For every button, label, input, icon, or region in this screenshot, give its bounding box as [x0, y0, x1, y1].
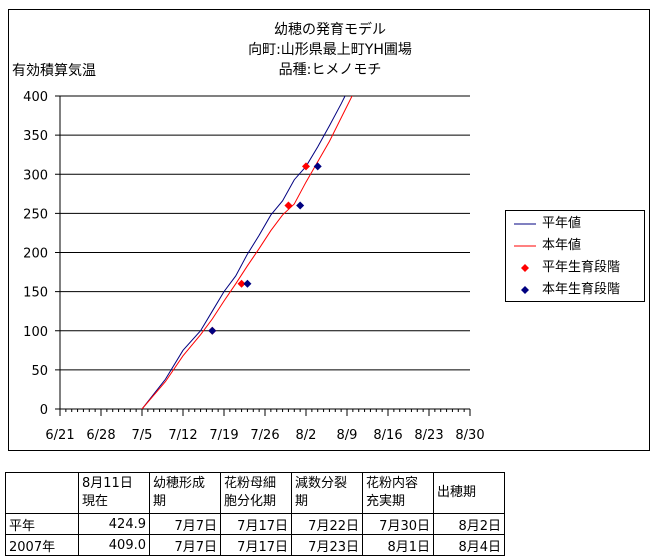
legend-label-current-stage: 本年生育段階 — [542, 282, 621, 297]
y-tick-label: 400 — [23, 90, 48, 105]
table-cell: 7月22日 — [291, 513, 363, 535]
table-cell: 8月1日 — [362, 534, 434, 556]
table-header-row: 8月11日 現在 幼穂形成期 花粉母細 胞分化期 減数分裂期 花粉内容 充実期 出穂期 — [5, 472, 505, 514]
chart-title-line-2: 向町:山形県最上町YH圃場 — [248, 42, 412, 58]
series-line-0 — [141, 96, 346, 409]
series-marker-3 — [243, 279, 252, 288]
chart-frame — [8, 9, 650, 451]
table-cell: 7月7日 — [149, 513, 221, 535]
table-cell: 7月17日 — [220, 513, 292, 535]
y-tick-label: 100 — [23, 325, 48, 340]
table-row: 平年 424.9 7月7日 7月17日 7月22日 7月30日 8月2日 — [5, 513, 505, 535]
table-header-cell — [5, 472, 79, 514]
legend-symbol-normal-line — [514, 223, 536, 225]
table-cell: 平年 — [5, 513, 79, 535]
y-axis-label: 有効積算気温 — [12, 63, 96, 79]
legend-item-normal-stage: 平年生育段階 — [510, 257, 644, 279]
series-marker-2 — [237, 279, 246, 288]
legend-item-current-line: 本年値 — [510, 235, 644, 257]
legend-item-normal-line: 平年値 — [510, 213, 644, 235]
legend-label-normal-stage: 平年生育段階 — [542, 260, 621, 275]
x-tick-label: 8/2 — [296, 428, 317, 443]
x-tick-label: 8/9 — [337, 428, 358, 443]
x-tick-label: 7/12 — [168, 428, 197, 443]
y-tick-label: 200 — [23, 247, 48, 262]
x-tick-label: 8/23 — [414, 428, 443, 443]
table-cell: 8月2日 — [433, 513, 505, 535]
chart-title-line-1: 幼穂の発育モデル — [274, 22, 386, 38]
table-row: 2007年 409.0 7月7日 7月17日 7月23日 8月1日 8月4日 — [5, 534, 505, 556]
legend-symbol-normal-stage — [521, 264, 529, 272]
legend-item-current-stage: 本年生育段階 — [510, 279, 644, 301]
y-tick-label: 50 — [31, 364, 48, 379]
table-cell: 424.9 — [78, 513, 150, 535]
y-tick-label: 150 — [23, 286, 48, 301]
legend-label-normal-line: 平年値 — [542, 216, 582, 231]
series-marker-2 — [302, 162, 310, 171]
table-cell: 7月30日 — [362, 513, 434, 535]
legend-symbol-current-stage — [521, 286, 529, 294]
y-tick-label: 250 — [23, 207, 48, 222]
y-tick-label: 350 — [23, 129, 48, 144]
table-cell: 8月4日 — [433, 534, 505, 556]
chart-plot: 0 50 100 150 200 250 300 350 400 6/21 6/28 7/5 7/12 7… — [23, 90, 484, 443]
x-tick-label: 7/26 — [250, 428, 279, 443]
chart-title-line-3: 品種:ヒメノモチ — [278, 62, 382, 78]
y-tick-label: 0 — [40, 403, 48, 418]
table-cell: 7月23日 — [291, 534, 363, 556]
series-marker-3 — [208, 326, 217, 335]
table-header-cell: 幼穂形成期 — [149, 472, 221, 514]
x-tick-label: 6/21 — [45, 428, 74, 443]
x-tick-label: 8/30 — [455, 428, 484, 443]
table-header-cell: 8月11日 現在 — [78, 472, 150, 514]
x-tick-label: 6/28 — [86, 428, 115, 443]
table-cell: 2007年 — [5, 534, 79, 556]
table-header-cell: 花粉母細 胞分化期 — [220, 472, 292, 514]
series-line-1 — [141, 96, 353, 409]
legend-label-current-line: 本年値 — [542, 238, 582, 253]
series-marker-2 — [284, 201, 293, 210]
table-cell: 7月7日 — [149, 534, 221, 556]
table-header-cell: 出穂期 — [433, 472, 505, 514]
table-cell: 7月17日 — [220, 534, 292, 556]
table-cell: 409.0 — [78, 534, 150, 556]
table-header-cell: 減数分裂期 — [291, 472, 363, 514]
series-marker-3 — [313, 162, 322, 171]
x-tick-label: 7/5 — [132, 428, 153, 443]
table-header-cell: 花粉内容 充実期 — [362, 472, 434, 514]
chart-legend: 平年値 本年値 平年生育段階 本年生育段階 — [505, 210, 645, 302]
legend-symbol-current-line — [514, 245, 536, 247]
series-marker-3 — [296, 201, 305, 210]
x-tick-label: 7/19 — [209, 428, 238, 443]
y-tick-label: 300 — [23, 168, 48, 183]
x-tick-label: 8/16 — [373, 428, 402, 443]
growth-stage-table: 8月11日 現在 幼穂形成期 花粉母細 胞分化期 減数分裂期 花粉内容 充実期 出穂期… — [5, 472, 505, 556]
